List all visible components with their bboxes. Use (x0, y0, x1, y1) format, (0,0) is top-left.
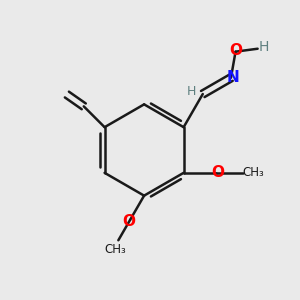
Text: N: N (226, 70, 239, 85)
Text: H: H (258, 40, 269, 54)
Text: H: H (187, 85, 196, 98)
Text: O: O (229, 43, 242, 58)
Text: O: O (211, 165, 224, 180)
Text: CH₃: CH₃ (243, 166, 265, 179)
Text: O: O (122, 214, 135, 229)
Text: CH₃: CH₃ (104, 243, 126, 256)
